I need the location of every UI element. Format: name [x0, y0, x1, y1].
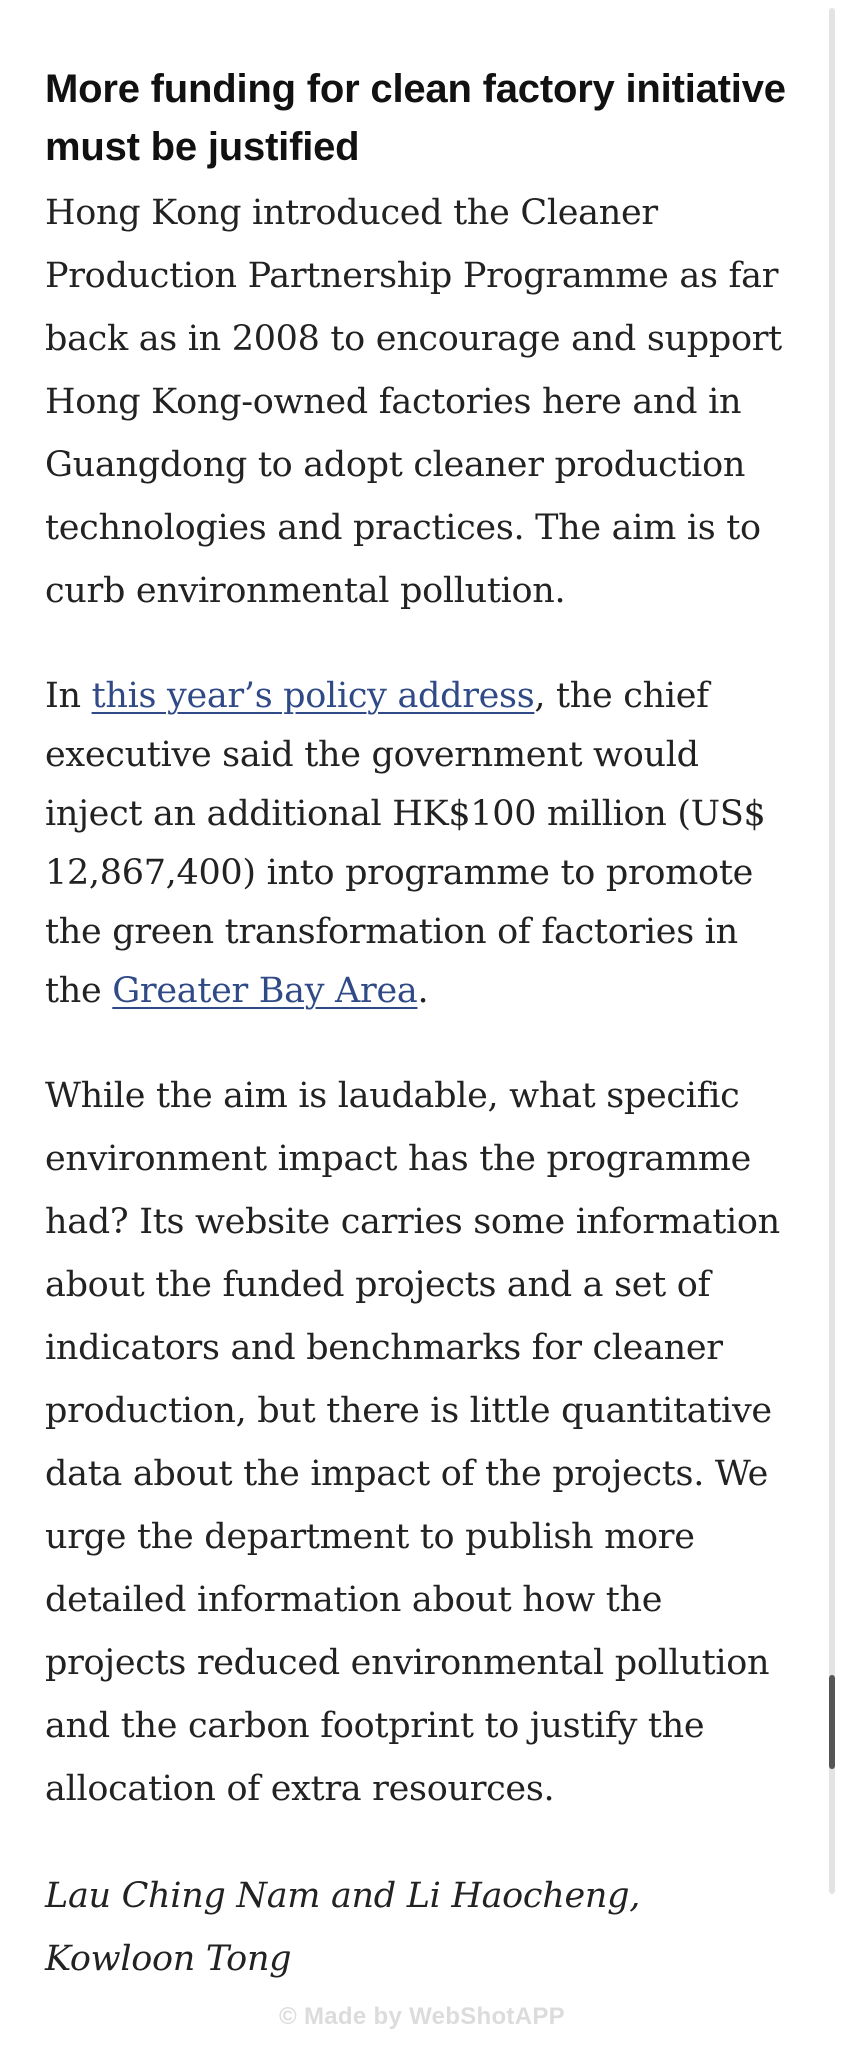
vertical-scrollbar[interactable] [829, 8, 835, 1894]
article-body: More funding for clean factory initiativ… [45, 60, 797, 1991]
article-paragraph-3: While the aim is laudable, what specific… [45, 1076, 780, 1809]
article-headline: More funding for clean factory initiativ… [45, 67, 786, 169]
paragraph-2-text-start: In [45, 676, 92, 716]
article-paragraph-1: Hong Kong introduced the Cleaner Product… [45, 193, 782, 611]
article-byline: Lau Ching Nam and Li Haocheng, Kowloon T… [45, 1876, 641, 1979]
greater-bay-area-link[interactable]: Greater Bay Area [112, 971, 418, 1011]
paragraph-2-text-middle: , the chief executive said the governmen… [45, 676, 766, 1011]
watermark-text: © Made by WebShotAPP [279, 2003, 565, 2030]
policy-address-link[interactable]: this year’s policy address [91, 676, 535, 716]
article-paragraph-2: In this year’s policy address, the chief… [45, 667, 797, 1021]
scrollbar-thumb[interactable] [829, 1675, 835, 1769]
paragraph-2-text-end: . [417, 971, 429, 1011]
